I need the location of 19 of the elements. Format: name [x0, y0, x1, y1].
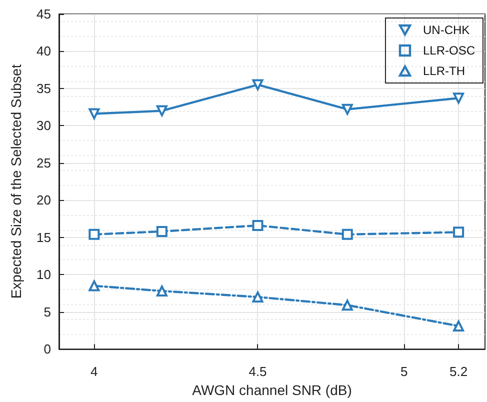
- legend-label: UN-CHK: [422, 23, 470, 37]
- y-tick-label: 0: [44, 342, 51, 357]
- y-tick-label: 45: [36, 6, 51, 22]
- y-tick-label: 15: [36, 230, 51, 245]
- y-tick-label: 25: [36, 155, 51, 170]
- x-tick-label: 5: [400, 364, 408, 380]
- x-tick-label: 4.5: [248, 364, 267, 380]
- legend-label: LLR-TH: [422, 64, 465, 78]
- y-tick-label: 40: [36, 44, 51, 59]
- y-tick-label: 10: [36, 267, 51, 282]
- y-axis-title: Expected Size of the Selected Subset: [8, 64, 24, 299]
- x-tick-label: 5.2: [450, 364, 468, 380]
- x-axis-title: AWGN channel SNR (dB): [192, 382, 352, 398]
- y-tick-label: 35: [36, 80, 51, 96]
- y-tick-label: 20: [36, 192, 51, 208]
- y-tick-label: 30: [36, 118, 51, 134]
- legend-label: LLR-OSC: [422, 44, 476, 58]
- y-tick-label: 5: [44, 304, 51, 320]
- x-tick-label: 4: [90, 364, 98, 380]
